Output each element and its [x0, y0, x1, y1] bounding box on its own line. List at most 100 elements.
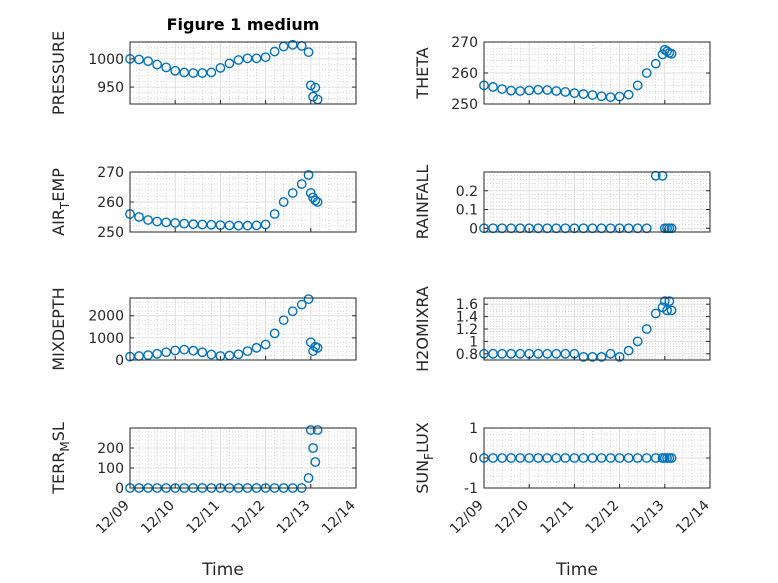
- data-point: [161, 62, 172, 73]
- data-point: [312, 342, 323, 353]
- y-tick-label: -1: [464, 481, 478, 497]
- data-point: [303, 170, 314, 180]
- y-tick-label: 270: [451, 35, 478, 51]
- data-point: [134, 54, 144, 65]
- data-point: [179, 344, 190, 355]
- y-tick-label: 0.2: [456, 184, 478, 200]
- y-tick-label: 250: [451, 97, 478, 113]
- x-tick-label: 12/10: [492, 498, 532, 538]
- data-point: [662, 305, 672, 316]
- data-point: [614, 351, 625, 362]
- data-point: [310, 195, 321, 206]
- data-point: [659, 296, 670, 306]
- y-tick-label: 250: [97, 225, 124, 241]
- data-point: [278, 197, 289, 207]
- data-point: [310, 82, 321, 93]
- data-point: [161, 347, 172, 358]
- y-tick-label: 1000: [88, 331, 124, 347]
- data-point: [641, 68, 652, 78]
- data-point: [224, 58, 235, 69]
- data-point: [305, 80, 316, 91]
- x-tick-label: 12/11: [183, 498, 223, 538]
- data-point: [666, 48, 677, 59]
- data-point: [605, 348, 616, 359]
- data-point: [533, 84, 544, 95]
- x-tick-label: 12/12: [583, 498, 623, 538]
- data-point: [188, 219, 199, 230]
- data-point: [666, 305, 677, 316]
- y-tick-label: 270: [97, 165, 124, 181]
- data-point: [497, 84, 507, 95]
- data-point: [560, 87, 571, 97]
- data-point: [188, 345, 199, 356]
- y-tick-label: 260: [451, 66, 478, 82]
- y-tick-label: 1.6: [456, 297, 478, 313]
- data-point: [170, 65, 181, 76]
- data-point: [650, 308, 661, 319]
- data-point: [260, 52, 271, 63]
- y-tick-label: 0: [469, 451, 478, 467]
- data-point: [170, 345, 181, 356]
- data-point: [242, 346, 253, 357]
- data-point: [224, 220, 235, 231]
- y-axis-label: THETA: [413, 47, 432, 99]
- data-point: [488, 82, 498, 92]
- x-tick-label: 12/13: [628, 498, 668, 538]
- subplot-theta: 250 260 270 THETA: [413, 35, 711, 113]
- data-point: [596, 351, 607, 362]
- x-axis-label: Time: [201, 560, 244, 580]
- data-point: [308, 443, 318, 453]
- data-point: [587, 90, 598, 100]
- y-tick-label: 1000: [88, 52, 124, 68]
- data-point: [303, 294, 314, 305]
- data-point: [269, 328, 280, 339]
- data-point: [569, 88, 580, 99]
- data-point: [650, 58, 661, 69]
- data-point: [251, 53, 262, 64]
- subplot-terr: 0 100 200 TERRMSL 12/09 12/10 12/11 12/12 12/13 1…: [49, 422, 359, 580]
- y-tick-label: 0: [115, 353, 124, 369]
- data-point: [296, 299, 307, 310]
- data-point: [296, 179, 307, 189]
- y-axis-label: AIRTEMP: [49, 168, 72, 236]
- data-point: [596, 91, 607, 102]
- subplot-pressure: 950 1000 PRESSURE: [49, 31, 357, 115]
- subplot-sun: -1 0 1 SUNFLUX 12/09 12/10 12/11 12/12 12/13 12/1…: [413, 421, 713, 580]
- data-point: [632, 336, 643, 347]
- data-point: [303, 47, 314, 58]
- data-point: [206, 219, 217, 230]
- y-axis-label: H2OMIXRA: [413, 286, 432, 372]
- data-point: [143, 215, 153, 225]
- data-point: [312, 425, 323, 435]
- data-point: [269, 46, 280, 57]
- data-point: [278, 315, 289, 326]
- data-point: [251, 220, 262, 231]
- y-tick-label: 1: [469, 421, 478, 437]
- x-tick-label: 12/09: [447, 498, 487, 538]
- data-point: [152, 59, 163, 70]
- data-point: [143, 56, 153, 67]
- y-tick-label: 950: [97, 80, 124, 96]
- y-tick-label: 1.4: [456, 310, 478, 326]
- axes-frame: [129, 41, 357, 105]
- data-point: [287, 306, 298, 317]
- x-tick-label: 12/14: [673, 497, 713, 537]
- data-point: [269, 209, 280, 219]
- y-tick-label: 260: [97, 195, 124, 211]
- data-point: [233, 55, 244, 65]
- data-point: [623, 89, 634, 100]
- data-point: [206, 67, 217, 78]
- x-tick-label: 12/13: [274, 498, 314, 538]
- y-tick-label: 0.8: [456, 347, 478, 363]
- data-point: [206, 349, 217, 360]
- x-axis-label: Time: [555, 560, 598, 580]
- y-tick-label: 1: [469, 334, 478, 350]
- data-point: [278, 41, 289, 52]
- y-tick-label: 0: [115, 481, 124, 497]
- x-tick-label: 12/14: [319, 497, 359, 537]
- figure-title: Figure 1 medium: [167, 15, 320, 34]
- data-point: [551, 86, 562, 96]
- x-tick-label: 12/11: [537, 498, 577, 538]
